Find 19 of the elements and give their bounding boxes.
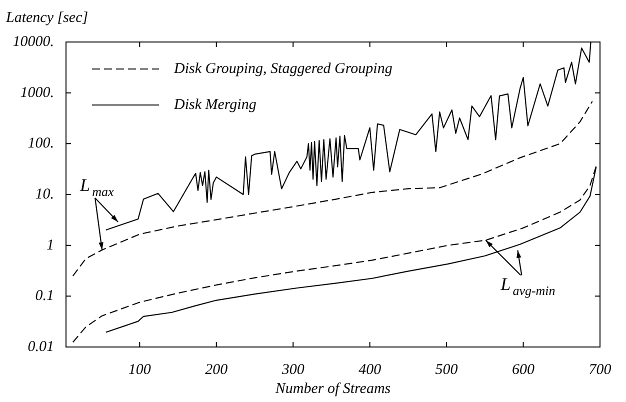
x-tick-label: 400 — [358, 362, 382, 378]
x-tick-label: 600 — [512, 362, 536, 378]
legend-label: Disk Merging — [173, 97, 257, 113]
x-axis-title: Number of Streams — [274, 381, 391, 397]
y-tick-label: 0.1 — [35, 288, 54, 304]
x-tick-label: 200 — [205, 362, 228, 378]
x-tick-label: 300 — [280, 362, 305, 378]
y-tick-label: 100. — [28, 136, 54, 152]
x-tick-label: 500 — [435, 362, 458, 378]
y-tick-label: 0.01 — [28, 338, 54, 355]
y-tick-label: 1000. — [20, 84, 54, 101]
y-tick-label: 10000. — [12, 34, 54, 50]
line-series — [72, 100, 593, 276]
y-tick-label: 1 — [46, 237, 54, 254]
y-axis-title: Latency [sec] — [5, 10, 88, 26]
x-tick-label: 100 — [128, 362, 152, 378]
y-tick-label: 10. — [35, 186, 54, 202]
x-tick-label: 700 — [588, 362, 612, 378]
legend-label: Disk Grouping, Staggered Grouping — [173, 61, 393, 77]
